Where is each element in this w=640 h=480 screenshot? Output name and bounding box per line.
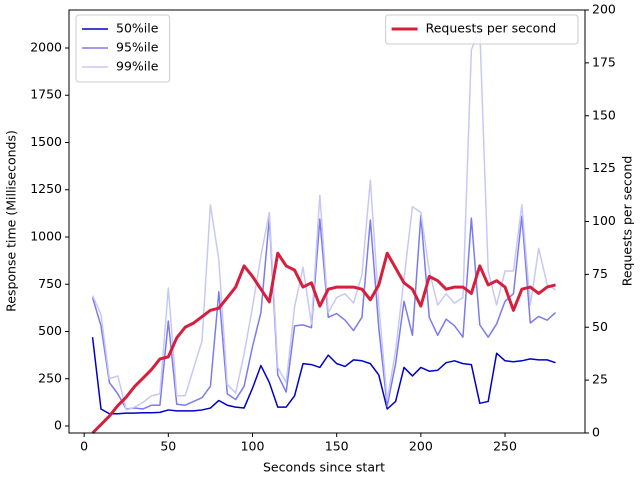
y2-tick-label: 75 [592, 266, 608, 281]
legend-label: 99%ile [116, 59, 159, 74]
y2-tick-label: 200 [592, 2, 616, 17]
y-axis-label: Response time (Milliseconds) [4, 130, 19, 312]
x-tick-label: 150 [325, 439, 349, 454]
x-tick-label: 250 [493, 439, 517, 454]
y-tick-label: 0 [54, 418, 62, 433]
x-axis-label: Seconds since start [263, 460, 385, 475]
x-tick-label: 100 [241, 439, 265, 454]
y2-tick-label: 25 [592, 372, 608, 387]
y-tick-label: 1250 [30, 181, 62, 196]
series-line [91, 214, 557, 410]
y2-tick-label: 100 [592, 213, 616, 228]
y-tick-label: 750 [38, 276, 62, 291]
x-tick-label: 200 [409, 439, 433, 454]
y2-tick-label: 0 [592, 425, 600, 440]
y2-tick-label: 50 [592, 319, 608, 334]
y-tick-label: 1500 [30, 134, 62, 149]
y-tick-label: 1000 [30, 228, 62, 243]
x-tick-label: 50 [160, 439, 176, 454]
y-tick-label: 1750 [30, 87, 62, 102]
y-tick-label: 2000 [30, 39, 62, 54]
y-tick-label: 250 [38, 370, 62, 385]
y2-axis-label: Requests per second [620, 156, 635, 287]
legend-label: 95%ile [116, 40, 159, 55]
legend-box [385, 14, 579, 45]
y2-tick-label: 175 [592, 54, 616, 69]
series-line [91, 337, 556, 415]
x-tick-label: 0 [80, 439, 88, 454]
plot-frame [68, 9, 586, 434]
y-tick-label: 500 [38, 323, 62, 338]
y2-tick-label: 150 [592, 107, 616, 122]
legend-label: 50%ile [116, 21, 159, 36]
series-line [91, 251, 556, 435]
legend-label: Requests per second [426, 21, 557, 36]
legend-box [75, 14, 171, 83]
y2-tick-label: 125 [592, 160, 616, 175]
